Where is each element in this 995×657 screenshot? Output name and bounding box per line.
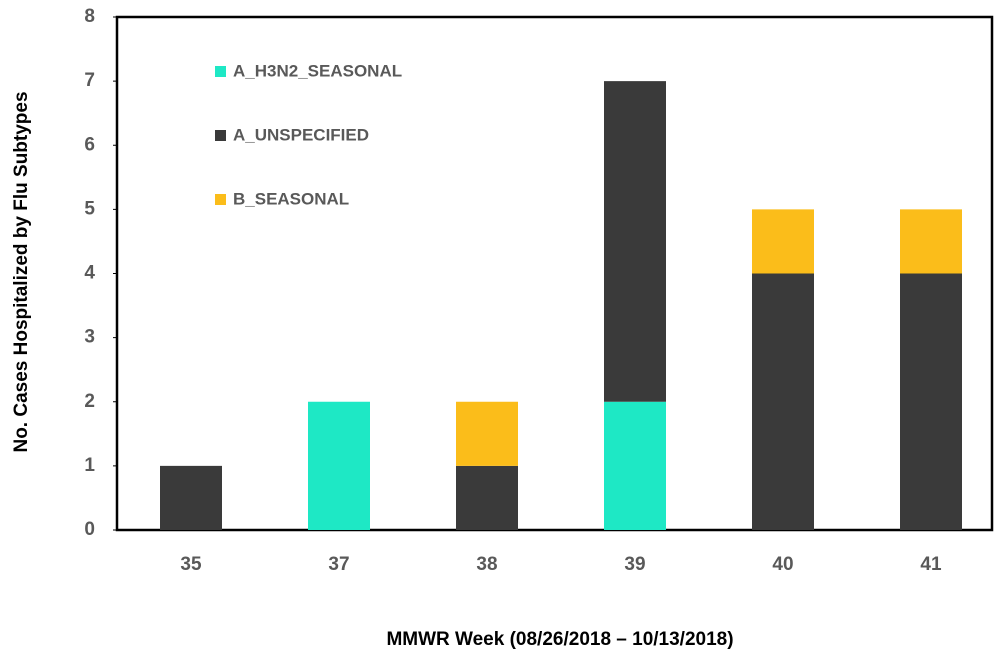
y-tick-label: 5	[84, 198, 95, 219]
y-tick-label: 7	[84, 70, 95, 91]
legend-label: B_SEASONAL	[233, 189, 349, 208]
x-tick-label: 35	[180, 554, 202, 575]
y-tick-label: 3	[84, 327, 95, 348]
x-tick-label: 38	[476, 554, 497, 575]
bar-segment	[308, 401, 370, 530]
bar-segment	[900, 273, 962, 530]
bar-segment	[900, 209, 962, 274]
bar-segment	[752, 209, 814, 274]
x-tick-label: 37	[328, 554, 349, 575]
bar-segment	[604, 401, 666, 530]
x-tick-label: 40	[772, 554, 793, 575]
y-tick-label: 8	[84, 6, 95, 27]
y-tick-label: 2	[84, 391, 95, 412]
bar-segment	[752, 273, 814, 530]
bar-segment	[456, 465, 518, 530]
x-tick-label: 39	[624, 554, 645, 575]
y-tick-label: 4	[84, 263, 95, 284]
legend-swatch	[215, 130, 226, 141]
bar-segment	[160, 465, 222, 530]
x-tick-label: 41	[920, 554, 942, 575]
legend-label: A_UNSPECIFIED	[233, 125, 369, 144]
legend-swatch	[215, 66, 226, 77]
bar-segment	[604, 81, 666, 402]
y-tick-label: 0	[84, 519, 95, 540]
y-tick-label: 1	[84, 455, 95, 476]
x-axis-title: MMWR Week (08/26/2018 – 10/13/2018)	[386, 629, 733, 650]
y-axis-title: No. Cases Hospitalized by Flu Subtypes	[11, 91, 32, 452]
bar-segment	[456, 401, 518, 466]
legend-swatch	[215, 194, 226, 205]
y-tick-label: 6	[84, 134, 95, 155]
plot-frame	[115, 15, 994, 532]
legend-label: A_H3N2_SEASONAL	[233, 61, 402, 80]
